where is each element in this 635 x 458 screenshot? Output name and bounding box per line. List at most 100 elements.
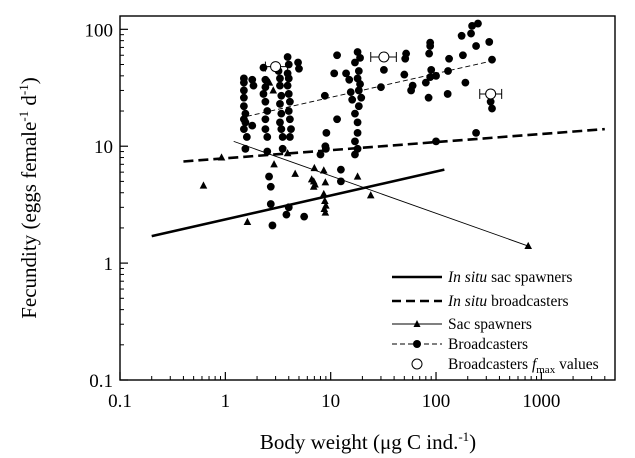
regression-line-in-situ-sac-spawners: [151, 168, 445, 238]
circle-point: [265, 172, 273, 181]
triangle-point: [321, 196, 329, 204]
circle-point: [277, 109, 286, 118]
circle-point: [472, 42, 480, 50]
circle-point: [443, 90, 452, 98]
circle-point: [263, 133, 272, 141]
y-tick-label: 1: [104, 254, 114, 275]
circle-point: [261, 75, 270, 84]
circle-point: [432, 71, 440, 80]
triangle-point: [319, 189, 328, 198]
triangle-point: [283, 149, 292, 157]
circle-point: [459, 51, 467, 60]
circle-point: [284, 107, 293, 115]
circle-point: [353, 118, 362, 127]
circle-point: [351, 137, 359, 146]
legend-item-sac-spawners: Sac spawners: [392, 316, 532, 333]
circle-point: [467, 29, 475, 38]
circle-point: [401, 54, 410, 63]
circle-point: [285, 97, 294, 106]
circle-point: [266, 200, 275, 208]
triangle-point: [270, 160, 278, 168]
circle-point: [400, 70, 409, 79]
circle-point: [472, 128, 480, 137]
y-axis: 0.1 1 10 100: [85, 20, 128, 392]
circle-point: [354, 86, 363, 95]
legend-triangle-marker: [413, 320, 421, 327]
y-tick-label: 100: [85, 20, 114, 41]
circle-point: [427, 65, 436, 74]
triangle-point: [353, 172, 362, 180]
legend-item-broadcasters-fmax: Broadcasters fmax values: [411, 356, 599, 376]
data-points: [199, 19, 533, 250]
circle-point: [474, 19, 482, 28]
circle-point: [432, 137, 440, 146]
triangle-point: [366, 191, 375, 199]
circle-point: [285, 133, 294, 141]
triangle-point: [269, 86, 278, 94]
circle-point: [486, 97, 495, 106]
circle-point: [259, 90, 268, 98]
circle-point: [276, 118, 284, 127]
regression-line-sac-spawners: [233, 140, 529, 247]
circle-point: [468, 21, 476, 30]
circle-point: [263, 107, 272, 115]
y-axis-title: Fecundity (eggs female-1 d-1): [16, 77, 41, 319]
circle-point: [276, 81, 284, 90]
circle-point: [351, 109, 359, 118]
circle-point: [283, 81, 292, 90]
x-tick-label: 0.1: [108, 391, 132, 412]
legend-label-broadcasters-fmax: Broadcasters fmax values: [448, 356, 599, 376]
circle-point: [261, 115, 270, 124]
fmax-open-circle-point: [270, 61, 282, 73]
circle-point: [320, 91, 329, 100]
circle-point: [277, 91, 286, 100]
x-tick-label: 1: [221, 391, 231, 412]
legend-open-circle-marker: [411, 358, 423, 370]
circle-point: [316, 150, 325, 159]
y-tick-label: 10: [94, 137, 113, 158]
circle-point: [353, 48, 362, 56]
circle-point: [485, 38, 494, 46]
legend-item-in-situ-sac-spawners: In situ sac spawners: [392, 269, 572, 286]
x-axis: 0.1 1 10 100 1000: [108, 372, 606, 412]
regression-line-in-situ-broadcasters: [183, 127, 605, 163]
fmax-open-circle-point: [378, 51, 390, 63]
legend-item-broadcasters: Broadcasters: [392, 336, 528, 353]
circle-point: [421, 78, 430, 87]
legend-filled-circle-marker: [413, 340, 421, 348]
circle-point: [426, 73, 435, 82]
circle-point: [407, 86, 416, 95]
circle-point: [346, 88, 355, 97]
circle-point: [457, 31, 466, 40]
circle-point: [266, 182, 275, 191]
x-tick-label: 1000: [522, 391, 560, 412]
triangle-point: [321, 178, 330, 186]
fmax-open-circle-point: [485, 88, 497, 100]
circle-point: [284, 203, 293, 212]
circle-point: [287, 125, 295, 134]
x-tick-label: 10: [321, 391, 340, 412]
circle-point: [357, 93, 366, 102]
triangle-point: [319, 166, 328, 174]
legend-label-in-situ-broadcasters: In situ broadcasters: [447, 293, 569, 310]
regression-line-broadcasters: [246, 60, 494, 117]
circle-point: [278, 133, 287, 141]
circle-point: [294, 58, 302, 67]
regression-lines: [151, 60, 605, 247]
circle-point: [354, 102, 363, 111]
plot-area: [119, 15, 616, 381]
circle-point: [377, 83, 385, 92]
circle-point: [445, 54, 453, 63]
circle-point: [239, 125, 248, 134]
circle-point: [259, 63, 268, 72]
circle-point: [348, 95, 357, 104]
triangle-point: [217, 153, 226, 161]
circle-point: [356, 53, 364, 62]
circle-point: [379, 65, 388, 74]
legend-label-in-situ-sac-spawners: In situ sac spawners: [447, 269, 572, 286]
circle-point: [425, 49, 434, 58]
circle-point: [241, 144, 250, 153]
circle-point: [424, 93, 433, 102]
